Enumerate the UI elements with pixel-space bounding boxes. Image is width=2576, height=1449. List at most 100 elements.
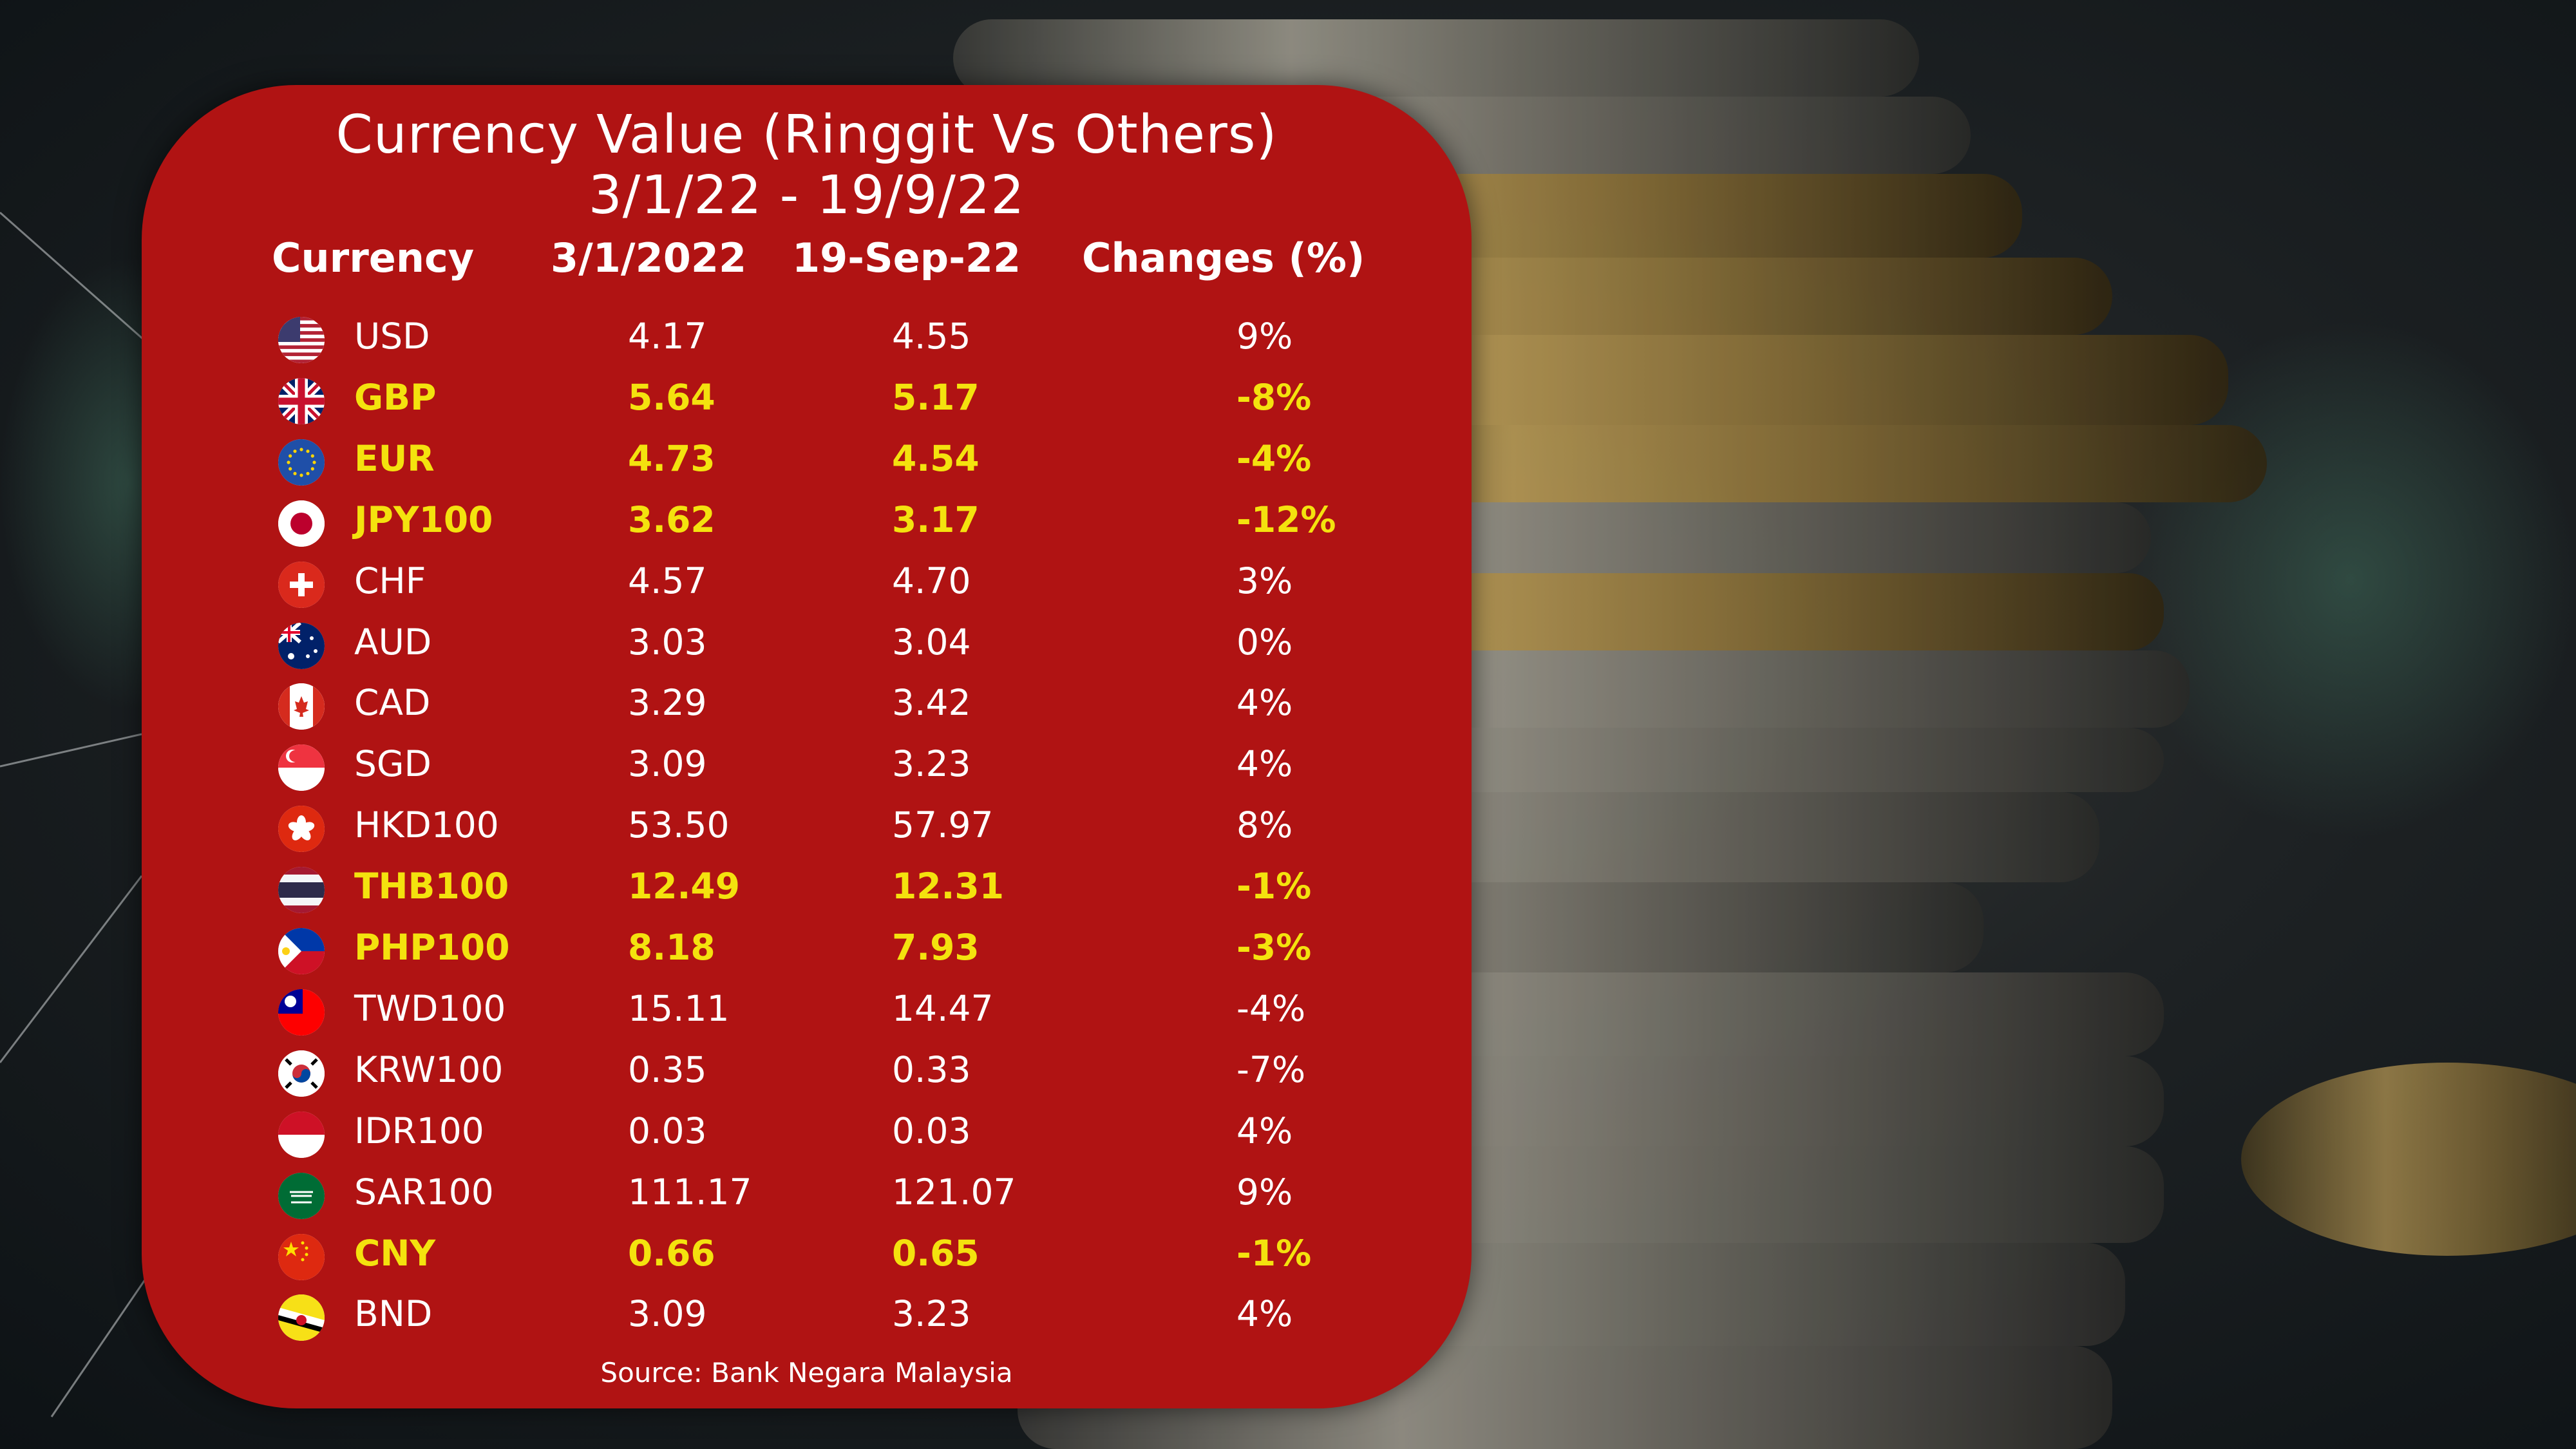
table-row: SGD 3.09 3.23 4% — [142, 738, 1472, 796]
change-percent: -8% — [1236, 376, 1312, 418]
table-row: USD 4.17 4.55 9% — [142, 310, 1472, 368]
currency-code: HKD100 — [354, 804, 499, 846]
table-row: SAR100 111.17 121.07 9% — [142, 1166, 1472, 1224]
australia-flag-icon — [278, 622, 325, 669]
value-3-1-2022: 8.18 — [628, 927, 715, 968]
japan-flag-icon — [278, 500, 325, 547]
table-row: PHP100 8.18 7.93 -3% — [142, 922, 1472, 980]
value-3-1-2022: 3.09 — [628, 743, 707, 785]
change-percent: 3% — [1236, 560, 1293, 601]
change-percent: 9% — [1236, 1171, 1293, 1213]
currency-code: JPY100 — [354, 498, 493, 540]
eu-flag-icon — [278, 439, 325, 486]
value-19-sep-22: 3.23 — [892, 1293, 971, 1335]
value-3-1-2022: 0.66 — [628, 1232, 715, 1274]
value-19-sep-22: 121.07 — [892, 1171, 1016, 1213]
change-percent: 8% — [1236, 804, 1293, 846]
korea-flag-icon — [278, 1050, 325, 1097]
philippines-flag-icon — [278, 928, 325, 974]
change-percent: -3% — [1236, 927, 1312, 968]
header-currency: Currency — [272, 234, 475, 281]
table-row: CAD 3.29 3.42 4% — [142, 677, 1472, 735]
value-19-sep-22: 57.97 — [892, 804, 994, 846]
change-percent: -4% — [1236, 987, 1306, 1029]
change-percent: 4% — [1236, 743, 1293, 785]
swiss-flag-icon — [278, 561, 325, 608]
table-row: EUR 4.73 4.54 -4% — [142, 433, 1472, 491]
value-3-1-2022: 4.17 — [628, 316, 707, 357]
currency-code: PHP100 — [354, 927, 510, 968]
change-percent: -4% — [1236, 437, 1312, 479]
value-19-sep-22: 4.54 — [892, 437, 980, 479]
thailand-flag-icon — [278, 867, 325, 914]
value-19-sep-22: 3.42 — [892, 682, 971, 724]
currency-code: SGD — [354, 743, 431, 785]
currency-code: CAD — [354, 682, 431, 724]
table-row: GBP 5.64 5.17 -8% — [142, 372, 1472, 430]
value-19-sep-22: 12.31 — [892, 866, 1004, 907]
value-19-sep-22: 0.65 — [892, 1232, 980, 1274]
table-row: CNY 0.66 0.65 -1% — [142, 1227, 1472, 1285]
table-row: JPY100 3.62 3.17 -12% — [142, 494, 1472, 552]
change-percent: 4% — [1236, 682, 1293, 724]
uk-flag-icon — [278, 377, 325, 424]
table-row: IDR100 0.03 0.03 4% — [142, 1105, 1472, 1163]
value-19-sep-22: 0.03 — [892, 1110, 971, 1151]
currency-table-panel: Currency Value (Ringgit Vs Others) 3/1/2… — [142, 85, 1472, 1408]
value-3-1-2022: 15.11 — [628, 987, 730, 1029]
saudi-flag-icon — [278, 1172, 325, 1219]
table-row: TWD100 15.11 14.47 -4% — [142, 983, 1472, 1041]
source-note: Source: Bank Negara Malaysia — [600, 1357, 1013, 1388]
change-percent: -12% — [1236, 498, 1336, 540]
change-percent: 4% — [1236, 1293, 1293, 1335]
currency-code: THB100 — [354, 866, 509, 907]
value-19-sep-22: 14.47 — [892, 987, 994, 1029]
value-3-1-2022: 4.73 — [628, 437, 715, 479]
currency-code: KRW100 — [354, 1048, 504, 1090]
taiwan-flag-icon — [278, 989, 325, 1036]
change-percent: 0% — [1236, 621, 1293, 663]
value-19-sep-22: 3.17 — [892, 498, 980, 540]
currency-code: CHF — [354, 560, 426, 601]
chart-title: Currency Value (Ringgit Vs Others) — [336, 104, 1278, 166]
table-row: HKD100 53.50 57.97 8% — [142, 799, 1472, 857]
brunei-flag-icon — [278, 1294, 325, 1341]
hongkong-flag-icon — [278, 806, 325, 853]
value-3-1-2022: 3.29 — [628, 682, 707, 724]
change-percent: 9% — [1236, 316, 1293, 357]
currency-code: BND — [354, 1293, 433, 1335]
china-flag-icon — [278, 1233, 325, 1280]
currency-code: CNY — [354, 1232, 436, 1274]
value-19-sep-22: 3.23 — [892, 743, 971, 785]
currency-code: USD — [354, 316, 430, 357]
header-date-2: 19-Sep-22 — [792, 234, 1021, 281]
currency-code: EUR — [354, 437, 435, 479]
value-3-1-2022: 0.35 — [628, 1048, 707, 1090]
value-19-sep-22: 4.70 — [892, 560, 971, 601]
change-percent: 4% — [1236, 1110, 1293, 1151]
table-row: CHF 4.57 4.70 3% — [142, 555, 1472, 613]
us-flag-icon — [278, 317, 325, 363]
value-19-sep-22: 4.55 — [892, 316, 971, 357]
table-row: AUD 3.03 3.04 0% — [142, 616, 1472, 674]
table-row: THB100 12.49 12.31 -1% — [142, 860, 1472, 918]
currency-code: GBP — [354, 376, 437, 418]
value-3-1-2022: 12.49 — [628, 866, 740, 907]
chart-subtitle: 3/1/22 - 19/9/22 — [588, 165, 1025, 226]
value-19-sep-22: 0.33 — [892, 1048, 971, 1090]
canada-flag-icon — [278, 683, 325, 730]
table-row: BND 3.09 3.23 4% — [142, 1288, 1472, 1346]
table-row: KRW100 0.35 0.33 -7% — [142, 1044, 1472, 1102]
value-19-sep-22: 3.04 — [892, 621, 971, 663]
currency-code: IDR100 — [354, 1110, 484, 1151]
value-3-1-2022: 111.17 — [628, 1171, 752, 1213]
value-3-1-2022: 3.09 — [628, 1293, 707, 1335]
header-changes: Changes (%) — [1082, 234, 1365, 281]
value-19-sep-22: 7.93 — [892, 927, 980, 968]
currency-code: TWD100 — [354, 987, 506, 1029]
indonesia-flag-icon — [278, 1111, 325, 1158]
value-19-sep-22: 5.17 — [892, 376, 980, 418]
value-3-1-2022: 3.03 — [628, 621, 707, 663]
currency-code: SAR100 — [354, 1171, 494, 1213]
value-3-1-2022: 4.57 — [628, 560, 707, 601]
